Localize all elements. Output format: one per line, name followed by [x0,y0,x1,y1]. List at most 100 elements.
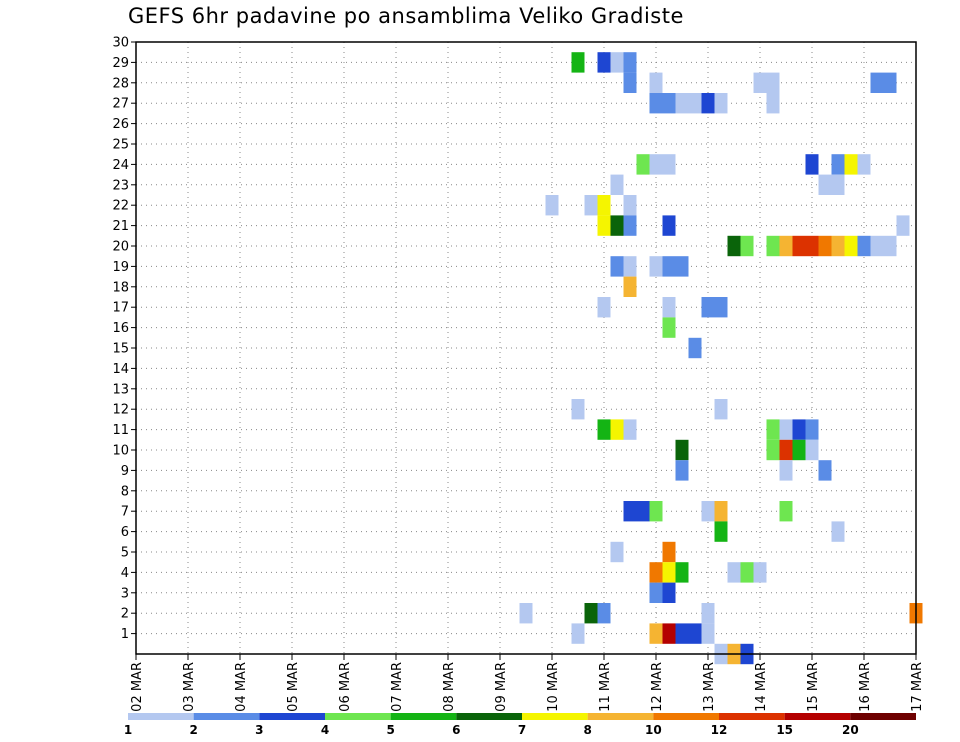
legend-swatch [784,713,851,720]
heatmap-cell [792,235,806,257]
heatmap-cell [818,235,832,257]
heatmap-cell [662,93,676,114]
heatmap-cell [649,501,663,522]
heatmap-cell [597,52,611,73]
y-tick-label: 28 [112,76,129,91]
heatmap-cell [688,337,702,359]
heatmap-cell [675,460,689,481]
heatmap-cell [701,93,715,114]
heatmap-cell [766,93,780,114]
heatmap-cell [779,460,793,481]
x-tick-label: 03 MAR [182,662,197,712]
y-tick-label: 16 [112,321,129,336]
heatmap-cell [883,72,897,93]
heatmap-cell [844,154,858,175]
heatmap-cell [701,297,715,318]
x-tick-label: 02 MAR [130,662,145,712]
heatmap-cell [571,623,585,644]
heatmap-cell [662,297,676,318]
heatmap-cell [610,215,624,236]
legend-label: 2 [189,723,197,737]
heatmap-cell [870,235,884,257]
legend-swatch [128,713,194,720]
y-axis: 1234567891011121314151617181920212223242… [112,36,136,642]
heatmap-cell [662,623,676,644]
heatmap-cell [766,72,780,93]
heatmap-cell [740,235,754,257]
heatmap-cell [545,195,559,216]
heatmap-cell [623,256,637,277]
heatmap-cell [805,154,819,175]
y-tick-label: 8 [121,484,129,499]
y-tick-label: 30 [112,36,129,51]
legend-label: 20 [842,723,859,737]
legend-swatch [719,713,785,720]
legend-label: 3 [255,723,263,737]
grid-layer [136,42,916,654]
heatmap-cell [597,195,611,216]
heatmap-cell [753,72,767,93]
y-tick-label: 5 [121,546,129,561]
heatmap-cell [662,562,676,583]
color-legend: 1 2 3 4 5 6 7 8 10 12 15 20 [124,713,916,737]
heatmap-cell [597,419,611,440]
heatmap-cell [597,603,611,624]
heatmap-cell [571,399,585,420]
y-tick-label: 4 [121,566,129,581]
y-tick-label: 7 [121,505,129,520]
heatmap-cell [831,174,845,195]
heatmap-cell [766,419,780,440]
heatmap-cell [727,562,741,583]
heatmap-cell [805,439,819,461]
heatmap-cell [805,419,819,440]
y-tick-label: 14 [112,362,129,377]
heatmap-cell [766,235,780,257]
x-tick-label: 17 MAR [910,662,925,712]
y-tick-label: 18 [112,280,129,295]
heatmap-cell [675,256,689,277]
heatmap-cell [649,93,663,114]
heatmap-cell [610,541,624,563]
legend-label: 5 [386,723,394,737]
y-tick-label: 23 [112,178,129,193]
heatmap-cell [675,623,689,644]
heatmap-cell [792,439,806,461]
heatmap-cell [701,501,715,522]
y-tick-label: 26 [112,117,129,132]
legend-swatch [193,713,260,720]
heatmap-cell [623,215,637,236]
heatmap-cell [896,215,910,236]
heatmap-cell [649,256,663,277]
y-tick-label: 1 [121,627,129,642]
heatmap-cell [649,582,663,603]
heatmap-cell [623,419,637,440]
x-tick-label: 07 MAR [390,662,405,712]
heatmap-cell [779,419,793,440]
heatmap-cell [610,52,624,73]
heatmap-cell [636,154,650,175]
heatmap-cell [701,623,715,644]
legend-label: 7 [518,723,526,737]
heatmap-cell [649,72,663,93]
y-tick-label: 15 [112,342,129,357]
heatmap-cell [610,256,624,277]
heatmap-cell [584,603,598,624]
y-tick-label: 6 [121,525,129,540]
heatmap-cell [779,439,793,461]
heatmap-cell [519,603,533,624]
legend-label: 12 [711,723,728,737]
heatmap-cell [649,623,663,644]
heatmap-cell [818,460,832,481]
legend-swatch [850,713,916,720]
legend-label: 15 [776,723,793,737]
heatmap-cell [714,399,728,420]
heatmap-cell [649,562,663,583]
heatmap-cell [701,603,715,624]
legend-swatch [456,713,522,720]
legend-swatch [259,713,325,720]
x-tick-label: 04 MAR [234,662,249,712]
heatmap-cell [662,582,676,603]
heatmap-cell [649,154,663,175]
x-tick-label: 05 MAR [286,662,301,712]
heatmap-cell [675,439,689,461]
